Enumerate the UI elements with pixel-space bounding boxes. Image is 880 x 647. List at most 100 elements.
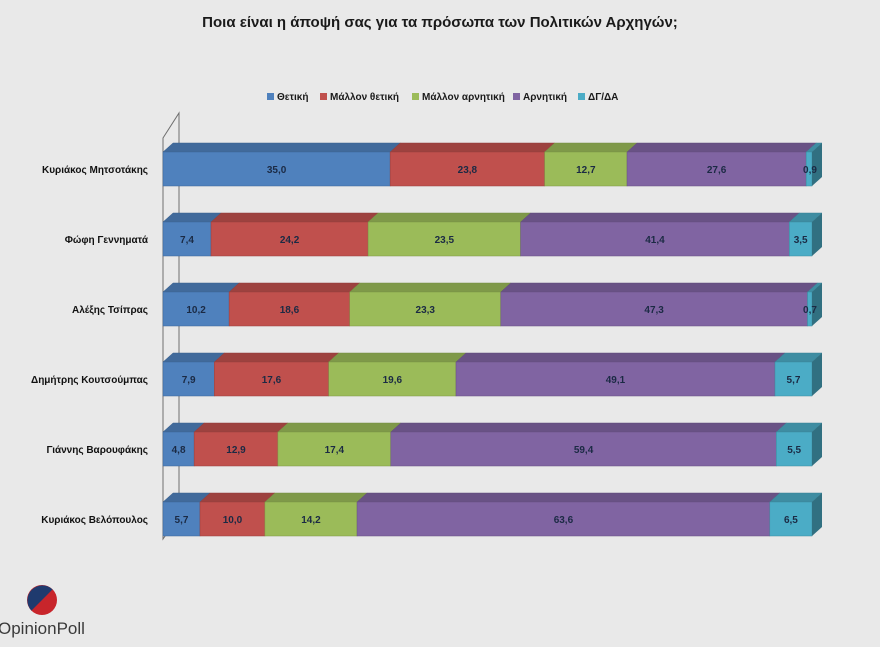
bar-segment: [162, 501, 201, 537]
bar-end-face: [812, 283, 822, 326]
bar-segment: [162, 221, 212, 257]
legend-label: Θετική: [277, 92, 308, 103]
legend-label: ΔΓ/ΔΑ: [588, 92, 618, 103]
data-label: 12,7: [576, 165, 596, 176]
legend-label: Αρνητική: [523, 92, 567, 103]
bar-segment: [199, 501, 266, 537]
bar-segment: [162, 431, 195, 467]
data-label: 5,7: [787, 375, 801, 386]
bar-segment-top: [210, 212, 379, 223]
bar-end-face: [812, 143, 822, 186]
data-label: 7,4: [180, 235, 194, 246]
bar-segment-top: [367, 212, 532, 223]
data-label: 63,6: [554, 515, 574, 526]
category-label: Φώφη Γεννηματά: [65, 235, 149, 246]
bar-segment: [520, 221, 790, 257]
bar-segment: [277, 431, 392, 467]
bar-segment-top: [500, 282, 819, 293]
bar-segment-top: [349, 282, 512, 293]
legend-swatch: [267, 93, 274, 100]
bar-segment: [774, 361, 813, 397]
bar-segment: [162, 151, 391, 187]
bars: [162, 142, 823, 537]
bar-segment-top: [228, 282, 361, 293]
bar-segment-top: [162, 282, 240, 293]
data-label: 23,5: [435, 235, 455, 246]
opinionpoll-logo: OpinionPoll: [0, 585, 85, 638]
bar-segment-top: [519, 212, 800, 223]
category-label: Αλέξης Τσίπρας: [72, 305, 148, 316]
bar-segment-top: [162, 352, 225, 363]
data-label: 12,9: [226, 445, 246, 456]
chart-legend: Θετική Μάλλον θετική Μάλλον αρνητική Αρνητι…: [267, 92, 618, 103]
data-label: 17,4: [325, 445, 345, 456]
data-label: 47,3: [644, 305, 664, 316]
data-label: 10,2: [186, 305, 206, 316]
data-label: 35,0: [267, 165, 287, 176]
bar-end-face: [812, 493, 822, 536]
bar-segment-top: [264, 492, 368, 503]
legend-swatch: [412, 93, 419, 100]
bar-end-face: [812, 213, 822, 256]
data-label: 24,2: [280, 235, 300, 246]
bar-segment: [210, 221, 369, 257]
bar-segment: [356, 501, 771, 537]
bar-segment: [162, 361, 215, 397]
bar-segment: [626, 151, 807, 187]
data-label: 5,7: [175, 515, 189, 526]
bar-segment: [328, 361, 457, 397]
bar-segment: [193, 431, 279, 467]
data-label: 4,8: [172, 445, 186, 456]
bar-segment: [544, 151, 628, 187]
bar-segment-top: [162, 142, 401, 153]
bar-segment-top: [199, 492, 276, 503]
category-label: Κυριάκος Βελόπουλος: [41, 515, 148, 526]
bar-segment: [389, 151, 545, 187]
data-label: 27,6: [707, 165, 727, 176]
logo-circle-navy: [27, 585, 53, 611]
data-label: 0,7: [803, 305, 817, 316]
category-label: Γιάννης Βαρουφάκης: [47, 445, 149, 456]
logo-text: OpinionPoll: [0, 619, 85, 638]
value-labels: 35,0 23,8 12,7 27,6 0,9 7,4 24,2 23,5 41,4 3,5 10,…: [172, 165, 818, 526]
bar-segment-top: [356, 492, 781, 503]
bar-segment-top: [390, 422, 787, 433]
legend-swatch: [513, 93, 520, 100]
bar-segment-top: [328, 352, 467, 363]
bar-segment: [162, 291, 230, 327]
category-labels: Κυριάκος Μητσοτάκης Φώφη Γεννηματά Αλέξης …: [31, 165, 149, 526]
bar-segment: [349, 291, 502, 327]
bar-end-face: [812, 423, 822, 466]
data-label: 10,0: [223, 515, 243, 526]
bar-segment: [264, 501, 358, 537]
chart-title: Ποια είναι η άποψή σας για τα πρόσωπα τω…: [202, 14, 678, 31]
legend-label: Μάλλον αρνητική: [422, 92, 505, 103]
data-label: 23,8: [458, 165, 478, 176]
bar-segment-top: [455, 352, 786, 363]
category-label: Δημήτρης Κουτσούμπας: [31, 375, 148, 386]
data-label: 3,5: [794, 235, 808, 246]
legend-swatch: [320, 93, 327, 100]
bar-segment: [390, 431, 777, 467]
bar-segment-top: [389, 142, 556, 153]
data-label: 49,1: [606, 375, 626, 386]
bar-segment-top: [626, 142, 817, 153]
category-label: Κυριάκος Μητσοτάκης: [42, 165, 148, 176]
legend-swatch: [578, 93, 585, 100]
bar-segment: [367, 221, 521, 257]
bar-segment-top: [543, 142, 638, 153]
data-label: 23,3: [416, 305, 436, 316]
bar-segment: [228, 291, 350, 327]
data-label: 41,4: [645, 235, 665, 246]
bar-segment-top: [277, 422, 402, 433]
data-label: 17,6: [262, 375, 282, 386]
bar-segment: [776, 431, 813, 467]
data-label: 59,4: [574, 445, 594, 456]
legend-label: Μάλλον θετική: [330, 92, 399, 103]
bar-segment-top: [213, 352, 340, 363]
data-label: 19,6: [383, 375, 403, 386]
bar-segment: [214, 361, 329, 397]
data-label: 14,2: [301, 515, 321, 526]
data-label: 7,9: [182, 375, 196, 386]
